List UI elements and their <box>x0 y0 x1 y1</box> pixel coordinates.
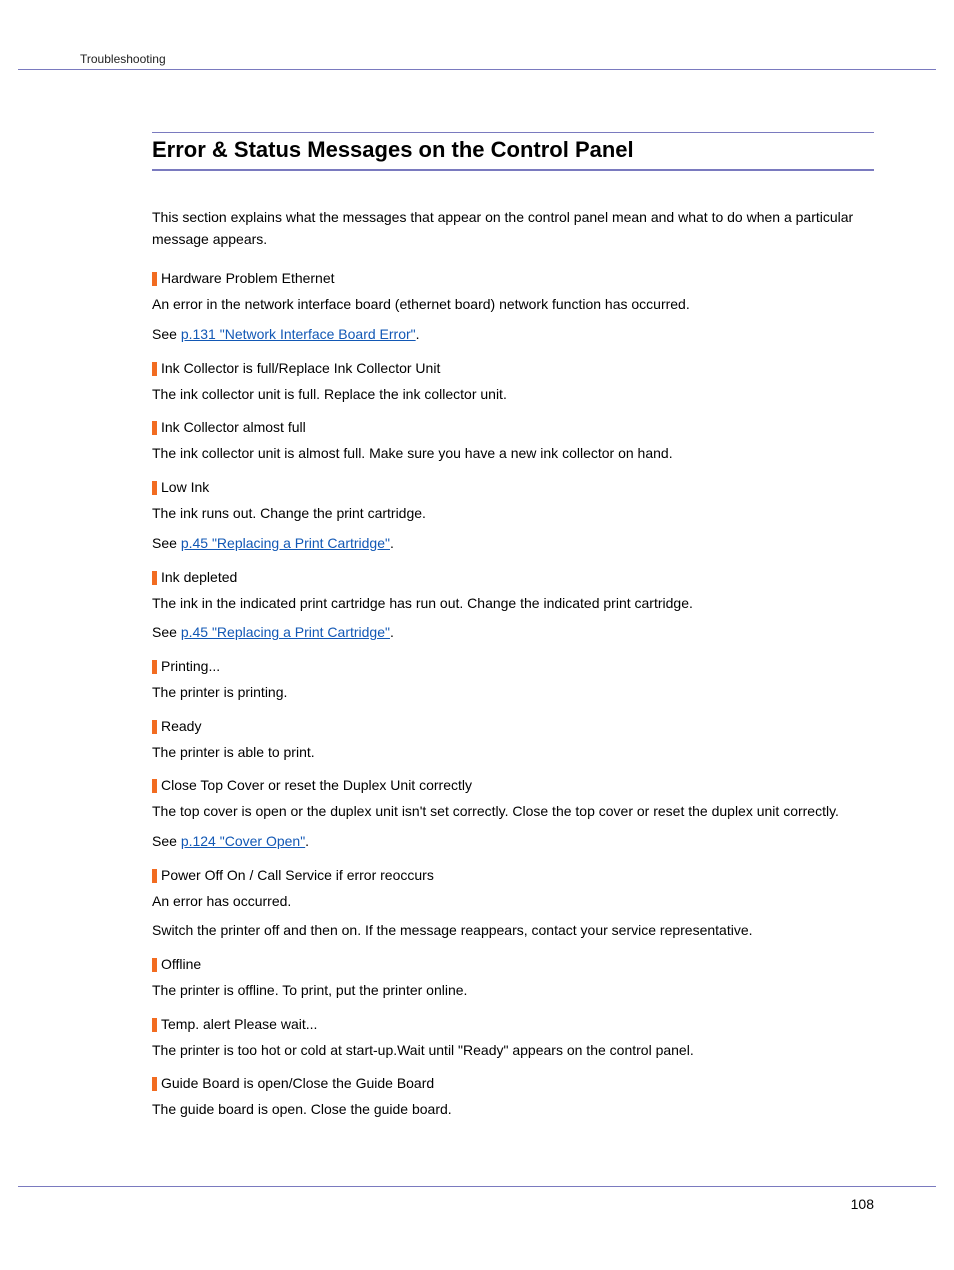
page-title: Error & Status Messages on the Control P… <box>152 137 874 171</box>
list-item: Ink Collector almost full The ink collect… <box>152 419 874 465</box>
item-title: Offline <box>152 956 874 972</box>
see-prefix: See <box>152 624 181 640</box>
item-description: The guide board is open. Close the guide… <box>152 1099 874 1121</box>
see-prefix: See <box>152 326 181 342</box>
main-content: Error & Status Messages on the Control P… <box>152 132 874 1135</box>
see-prefix: See <box>152 833 181 849</box>
item-description: The ink collector unit is full. Replace … <box>152 384 874 406</box>
list-item: Ink Collector is full/Replace Ink Collec… <box>152 360 874 406</box>
list-item: Ink depleted The ink in the indicated pri… <box>152 569 874 644</box>
item-title: Power Off On / Call Service if error reo… <box>152 867 874 883</box>
list-item: Ready The printer is able to print. <box>152 718 874 764</box>
item-description: The ink runs out. Change the print cartr… <box>152 503 874 525</box>
item-description: An error has occurred. <box>152 891 874 913</box>
see-prefix: See <box>152 535 181 551</box>
item-title: Guide Board is open/Close the Guide Boar… <box>152 1075 874 1091</box>
item-title: Temp. alert Please wait... <box>152 1016 874 1032</box>
item-title-text: Close Top Cover or reset the Duplex Unit… <box>161 777 472 793</box>
item-description: The printer is too hot or cold at start-… <box>152 1040 874 1062</box>
list-item: Offline The printer is offline. To print,… <box>152 956 874 1002</box>
item-title-text: Hardware Problem Ethernet <box>161 270 335 286</box>
see-suffix: . <box>390 624 394 640</box>
item-description: The printer is printing. <box>152 682 874 704</box>
bullet-icon <box>152 571 157 585</box>
item-title-text: Temp. alert Please wait... <box>161 1016 317 1032</box>
bullet-icon <box>152 362 157 376</box>
bullet-icon <box>152 660 157 674</box>
item-title: Low Ink <box>152 479 874 495</box>
item-description: An error in the network interface board … <box>152 294 874 316</box>
bullet-icon <box>152 1018 157 1032</box>
intro-paragraph: This section explains what the messages … <box>152 207 874 250</box>
list-item: Printing... The printer is printing. <box>152 658 874 704</box>
item-title-text: Ink depleted <box>161 569 237 585</box>
breadcrumb: Troubleshooting <box>80 52 166 66</box>
cross-reference-link[interactable]: p.45 "Replacing a Print Cartridge" <box>181 535 390 551</box>
item-title-text: Offline <box>161 956 201 972</box>
see-suffix: . <box>416 326 420 342</box>
bullet-icon <box>152 272 157 286</box>
cross-reference-link[interactable]: p.45 "Replacing a Print Cartridge" <box>181 624 390 640</box>
item-description: The printer is offline. To print, put th… <box>152 980 874 1002</box>
bullet-icon <box>152 481 157 495</box>
item-see: See p.124 "Cover Open". <box>152 831 874 853</box>
item-description: The top cover is open or the duplex unit… <box>152 801 874 823</box>
item-title: Ink Collector almost full <box>152 419 874 435</box>
item-title: Ink depleted <box>152 569 874 585</box>
item-title: Close Top Cover or reset the Duplex Unit… <box>152 777 874 793</box>
bullet-icon <box>152 958 157 972</box>
item-title-text: Guide Board is open/Close the Guide Boar… <box>161 1075 434 1091</box>
cross-reference-link[interactable]: p.131 "Network Interface Board Error" <box>181 326 416 342</box>
item-title-text: Ready <box>161 718 201 734</box>
item-description: The ink in the indicated print cartridge… <box>152 593 874 615</box>
list-item: Close Top Cover or reset the Duplex Unit… <box>152 777 874 852</box>
footer-rule <box>18 1186 936 1187</box>
item-title-text: Ink Collector is full/Replace Ink Collec… <box>161 360 440 376</box>
bullet-icon <box>152 720 157 734</box>
item-description: The ink collector unit is almost full. M… <box>152 443 874 465</box>
bullet-icon <box>152 1077 157 1091</box>
see-suffix: . <box>390 535 394 551</box>
item-see: See p.131 "Network Interface Board Error… <box>152 324 874 346</box>
item-title-text: Printing... <box>161 658 220 674</box>
header-rule <box>18 69 936 70</box>
list-item: Hardware Problem Ethernet An error in the… <box>152 270 874 345</box>
list-item: Low Ink The ink runs out. Change the prin… <box>152 479 874 554</box>
list-item: Temp. alert Please wait... The printer is… <box>152 1016 874 1062</box>
bullet-icon <box>152 421 157 435</box>
bullet-icon <box>152 869 157 883</box>
item-description: Switch the printer off and then on. If t… <box>152 920 874 942</box>
list-item: Power Off On / Call Service if error reo… <box>152 867 874 942</box>
item-title: Printing... <box>152 658 874 674</box>
section-rule-top <box>152 132 874 133</box>
page-number: 108 <box>851 1196 874 1212</box>
item-title-text: Ink Collector almost full <box>161 419 306 435</box>
item-title-text: Low Ink <box>161 479 209 495</box>
item-title-text: Power Off On / Call Service if error reo… <box>161 867 434 883</box>
item-title: Ink Collector is full/Replace Ink Collec… <box>152 360 874 376</box>
item-title: Hardware Problem Ethernet <box>152 270 874 286</box>
items-list: Hardware Problem Ethernet An error in the… <box>152 270 874 1121</box>
list-item: Guide Board is open/Close the Guide Boar… <box>152 1075 874 1121</box>
bullet-icon <box>152 779 157 793</box>
item-description: The printer is able to print. <box>152 742 874 764</box>
cross-reference-link[interactable]: p.124 "Cover Open" <box>181 833 305 849</box>
item-title: Ready <box>152 718 874 734</box>
item-see: See p.45 "Replacing a Print Cartridge". <box>152 622 874 644</box>
item-see: See p.45 "Replacing a Print Cartridge". <box>152 533 874 555</box>
see-suffix: . <box>305 833 309 849</box>
